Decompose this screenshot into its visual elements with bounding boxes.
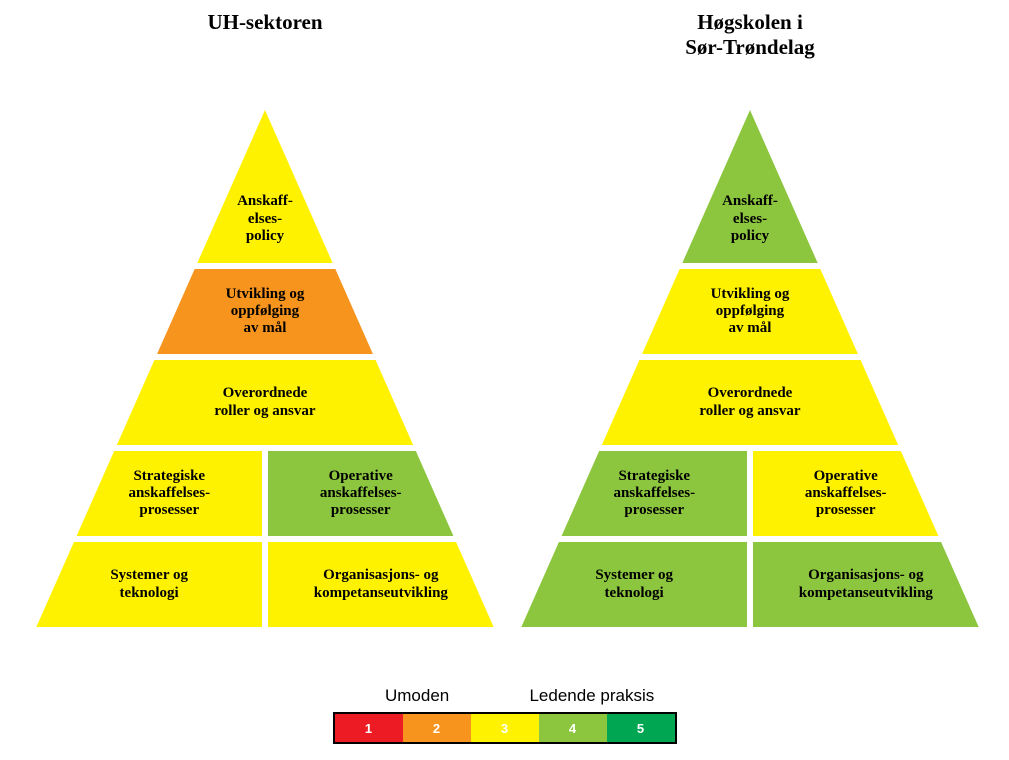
- legend-cell-5: 5: [607, 714, 675, 742]
- pyramid-title-right: Høgskolen i Sør-Trøndelag: [600, 10, 900, 60]
- segment-label: Systemer ogteknologi: [525, 567, 743, 602]
- legend: Umoden Ledende praksis 12345: [0, 686, 1009, 744]
- segment-label: Utvikling ogoppfølgingav mål: [167, 286, 363, 338]
- segment-label: Utvikling ogoppfølgingav mål: [652, 286, 848, 338]
- segment-label: Strategiskeanskaffelses-prosesser: [81, 468, 258, 520]
- segment-label: Systemer ogteknologi: [40, 567, 258, 602]
- legend-cell-2: 2: [403, 714, 471, 742]
- segment-label: Organisasjons- ogkompetanseutvikling: [272, 567, 490, 602]
- legend-cell-1: 1: [335, 714, 403, 742]
- segment-label: Anskaff-elses-policy: [205, 193, 325, 245]
- segment-label: Operativeanskaffelses-prosesser: [757, 468, 934, 520]
- legend-cell-4: 4: [539, 714, 607, 742]
- pyramid-title-left: UH-sektoren: [115, 10, 415, 35]
- pyramid-left: Anskaff-elses-policy Utvikling ogoppfølgi…: [35, 110, 495, 670]
- pyramid-right: Anskaff-elses-policy Utvikling ogoppfølgi…: [520, 110, 980, 670]
- legend-scale: 12345: [333, 712, 677, 744]
- legend-left-label: Umoden: [332, 686, 502, 706]
- title-text: UH-sektoren: [207, 10, 322, 34]
- segment-label: Anskaff-elses-policy: [690, 193, 810, 245]
- segment-label: Strategiskeanskaffelses-prosesser: [566, 468, 743, 520]
- legend-right-label: Ledende praksis: [507, 686, 677, 706]
- title-line1: Høgskolen i: [697, 10, 803, 34]
- legend-labels: Umoden Ledende praksis: [0, 686, 1009, 706]
- segment-label: Organisasjons- ogkompetanseutvikling: [757, 567, 975, 602]
- title-line2: Sør-Trøndelag: [685, 35, 815, 59]
- segment-label: Operativeanskaffelses-prosesser: [272, 468, 449, 520]
- segment-label: Overordnederoller og ansvar: [127, 385, 403, 420]
- legend-cell-3: 3: [471, 714, 539, 742]
- segment-label: Overordnederoller og ansvar: [612, 385, 888, 420]
